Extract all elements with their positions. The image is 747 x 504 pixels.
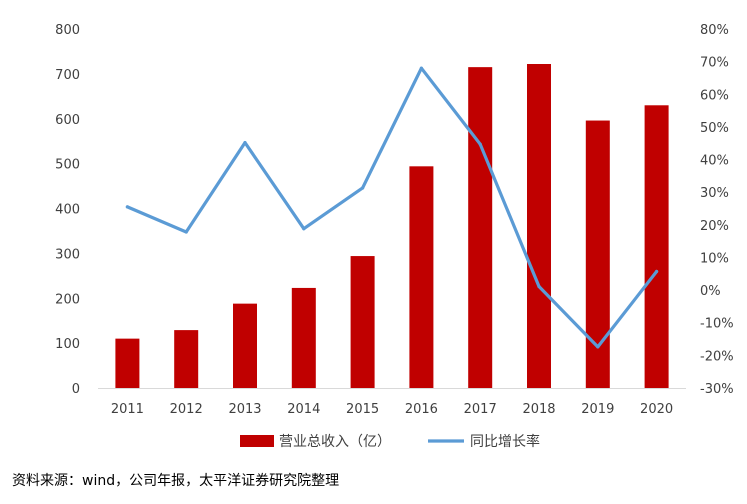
left-tick-label: 800	[55, 23, 80, 38]
growth-rate-point	[184, 230, 188, 234]
growth-rate-point	[655, 269, 659, 274]
left-axis-ticks: 0 100 200 300 400 500 600 700 800	[55, 23, 80, 397]
growth-rate-line-group	[125, 66, 659, 349]
right-tick-label: -10%	[700, 317, 734, 332]
revenue-bar	[174, 330, 199, 388]
growth-rate-point	[596, 345, 600, 349]
left-tick-label: 500	[55, 158, 80, 173]
right-tick-label: 20%	[700, 219, 729, 234]
revenue-bar	[644, 105, 669, 388]
x-tick-label: 2019	[581, 402, 614, 417]
source-note: 资料来源：wind，公司年报，太平洋证券研究院整理	[12, 473, 340, 489]
revenue-bar	[585, 120, 610, 389]
growth-rate-point	[302, 227, 306, 231]
revenue-bar	[468, 67, 493, 389]
revenue-bar	[291, 287, 316, 388]
x-tick-label: 2015	[346, 402, 379, 417]
x-tick-label: 2011	[111, 402, 144, 417]
growth-rate-point	[478, 142, 482, 146]
left-tick-label: 300	[55, 247, 80, 262]
revenue-bars	[115, 64, 669, 389]
x-axis-ticks: 2011 2012 2013 2014 2015 2016 2017 2018 2019 2020	[111, 402, 673, 417]
legend-swatch-revenue	[240, 435, 274, 447]
right-tick-label: 60%	[700, 88, 729, 103]
x-tick-label: 2013	[228, 402, 261, 417]
right-tick-label: 40%	[700, 154, 729, 169]
x-tick-label: 2016	[405, 402, 438, 417]
left-tick-label: 200	[55, 292, 80, 307]
right-tick-label: 30%	[700, 186, 729, 201]
revenue-bar	[233, 303, 257, 388]
growth-rate-point	[361, 186, 365, 190]
revenue-bar	[350, 256, 375, 388]
revenue-bar	[115, 338, 140, 388]
right-tick-label: 10%	[700, 251, 729, 266]
growth-rate-point	[125, 205, 129, 209]
x-tick-label: 2017	[464, 402, 497, 417]
legend: 营业总收入（亿） 同比增长率	[240, 433, 540, 450]
growth-rate-point	[419, 66, 423, 70]
left-tick-label: 600	[55, 113, 80, 128]
growth-rate-point	[243, 140, 247, 145]
x-tick-label: 2018	[522, 402, 555, 417]
x-tick-label: 2014	[287, 402, 320, 417]
right-tick-label: -20%	[700, 349, 734, 364]
right-tick-label: 80%	[700, 23, 729, 38]
right-tick-label: 0%	[700, 284, 721, 299]
right-axis-ticks: -30% -20% -10% 0% 10% 20% 30% 40% 50% 60% 70% 80%	[700, 23, 734, 397]
revenue-bar	[527, 64, 551, 388]
legend-label-revenue: 营业总收入（亿）	[279, 434, 391, 450]
revenue-bar	[409, 166, 434, 388]
left-tick-label: 100	[55, 337, 80, 352]
growth-rate-line	[125, 66, 659, 349]
right-tick-label: 70%	[700, 56, 729, 71]
left-tick-label: 400	[55, 203, 80, 218]
right-tick-label: 50%	[700, 121, 729, 136]
x-tick-label: 2020	[640, 402, 673, 417]
x-tick-label: 2012	[170, 402, 203, 417]
growth-rate-point	[537, 284, 541, 289]
legend-label-growth: 同比增长率	[470, 433, 540, 450]
left-tick-label: 700	[55, 68, 80, 83]
right-tick-label: -30%	[700, 382, 734, 397]
left-tick-label: 0	[72, 382, 80, 397]
